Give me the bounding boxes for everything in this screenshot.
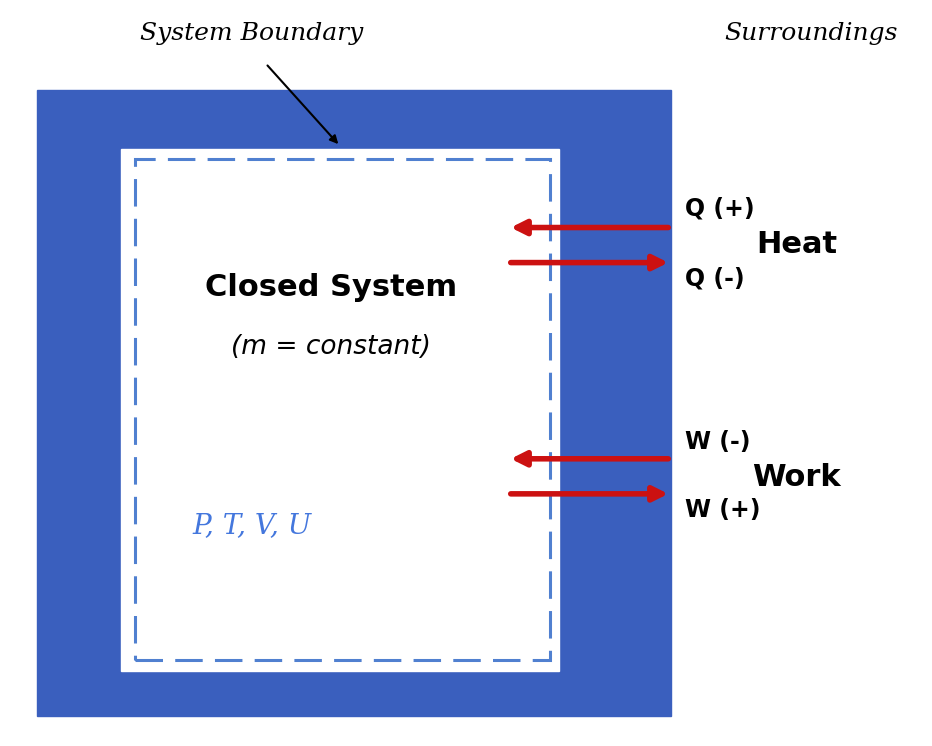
Text: W (+): W (+)	[685, 498, 761, 522]
Text: W (-): W (-)	[685, 430, 750, 454]
Text: Surroundings: Surroundings	[724, 22, 898, 45]
Text: System Boundary: System Boundary	[140, 22, 363, 45]
Bar	[135, 159, 550, 660]
Bar	[37, 90, 671, 716]
Text: P, T, V, U: P, T, V, U	[192, 513, 311, 539]
Text: Work: Work	[752, 463, 842, 492]
Text: Heat: Heat	[756, 231, 838, 259]
Bar	[121, 149, 559, 671]
Text: Q (+): Q (+)	[685, 197, 755, 221]
Text: (m = constant): (m = constant)	[231, 334, 431, 360]
Text: Q (-): Q (-)	[685, 266, 745, 290]
Text: Closed System: Closed System	[205, 273, 457, 301]
